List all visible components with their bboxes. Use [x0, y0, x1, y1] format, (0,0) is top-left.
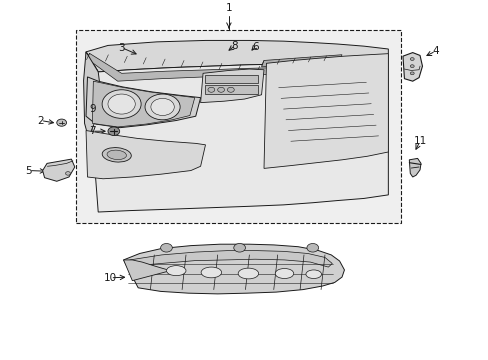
Text: 7: 7	[89, 126, 96, 136]
Bar	[205, 75, 258, 83]
Circle shape	[409, 65, 413, 68]
Circle shape	[217, 87, 224, 92]
Polygon shape	[86, 131, 205, 179]
Ellipse shape	[275, 269, 293, 279]
Text: 4: 4	[431, 46, 438, 56]
Polygon shape	[200, 69, 264, 103]
Bar	[76, 31, 400, 224]
Circle shape	[409, 58, 413, 60]
Text: 10: 10	[103, 273, 117, 283]
Polygon shape	[86, 52, 387, 212]
Circle shape	[108, 127, 120, 135]
Circle shape	[207, 87, 214, 92]
Circle shape	[102, 90, 141, 118]
Polygon shape	[83, 52, 101, 138]
Circle shape	[108, 94, 135, 114]
Text: 2: 2	[37, 116, 44, 126]
Text: 6: 6	[251, 41, 258, 51]
Polygon shape	[92, 81, 194, 127]
Circle shape	[145, 94, 180, 120]
Polygon shape	[402, 53, 422, 81]
Circle shape	[227, 87, 234, 92]
Polygon shape	[86, 40, 387, 72]
Text: 5: 5	[25, 166, 32, 176]
Circle shape	[160, 243, 172, 252]
Ellipse shape	[166, 266, 185, 276]
Text: 3: 3	[118, 42, 124, 53]
Text: 1: 1	[225, 3, 232, 13]
Ellipse shape	[102, 148, 131, 162]
Circle shape	[306, 243, 318, 252]
Circle shape	[65, 172, 70, 175]
Ellipse shape	[107, 150, 126, 159]
Text: 11: 11	[412, 136, 426, 146]
Polygon shape	[86, 77, 200, 128]
Polygon shape	[261, 55, 341, 67]
Circle shape	[409, 72, 413, 75]
Text: 9: 9	[89, 104, 96, 114]
Bar	[205, 85, 258, 94]
Circle shape	[233, 243, 245, 252]
Polygon shape	[87, 53, 278, 81]
Ellipse shape	[201, 267, 221, 278]
Polygon shape	[128, 251, 331, 267]
Ellipse shape	[305, 270, 321, 279]
Polygon shape	[123, 260, 170, 281]
Text: 8: 8	[231, 41, 238, 51]
Polygon shape	[408, 158, 420, 177]
Polygon shape	[123, 244, 344, 294]
Ellipse shape	[238, 268, 258, 279]
Circle shape	[57, 119, 66, 126]
Polygon shape	[264, 54, 387, 168]
Circle shape	[151, 98, 174, 116]
Polygon shape	[42, 159, 75, 181]
